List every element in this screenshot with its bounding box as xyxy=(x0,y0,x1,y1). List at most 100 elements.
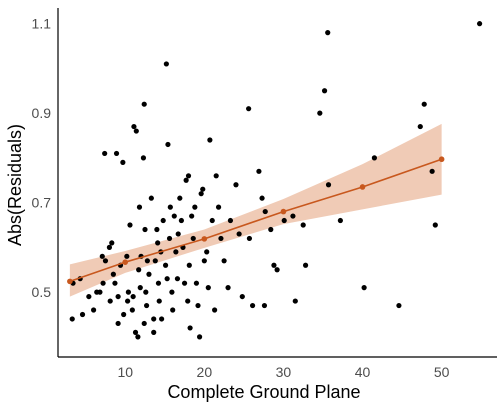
scatter-point xyxy=(125,289,131,295)
scatter-point xyxy=(115,293,121,300)
scatter-point xyxy=(300,222,306,228)
scatter-point xyxy=(225,285,231,291)
scatter-point xyxy=(321,88,328,94)
scatter-point xyxy=(166,235,173,242)
scatter-point xyxy=(196,334,203,340)
scatter-point xyxy=(113,150,120,157)
scatter-point xyxy=(249,302,256,309)
scatter-point xyxy=(79,311,86,318)
scatter-point xyxy=(102,258,109,264)
scatter-point xyxy=(156,298,162,304)
fit-point xyxy=(67,278,73,285)
scatter-point xyxy=(233,182,239,188)
scatter-point xyxy=(302,262,309,268)
scatter-point xyxy=(417,123,423,130)
scatter-point xyxy=(187,325,193,331)
scatter-point xyxy=(200,186,206,192)
scatter-point xyxy=(148,195,154,201)
scatter-point xyxy=(135,334,141,340)
scatter-point xyxy=(177,195,183,201)
x-axis-ticks: 10 20 30 40 50 xyxy=(117,364,449,380)
scatter-point xyxy=(325,182,332,188)
fit-point xyxy=(438,156,445,163)
scatter-point xyxy=(136,204,143,210)
scatter-point xyxy=(429,168,435,174)
scatter-point xyxy=(86,293,92,300)
scatter-point xyxy=(325,30,331,36)
scatter-point xyxy=(190,235,196,242)
x-tick-label: 30 xyxy=(276,364,292,380)
scatter-point xyxy=(204,249,210,255)
scatter-point xyxy=(140,155,147,161)
scatter-point xyxy=(132,329,139,335)
x-tick-label: 40 xyxy=(355,364,371,380)
confidence-band xyxy=(69,123,442,297)
scatter-point xyxy=(175,231,181,237)
scatter-point xyxy=(317,110,323,116)
scatter-point xyxy=(90,307,97,313)
scatter-point xyxy=(209,217,215,224)
scatter-point xyxy=(227,217,234,224)
scatter-point xyxy=(246,235,253,242)
scatter-point xyxy=(97,289,103,295)
scatter-point xyxy=(268,226,274,233)
y-axis-ticks: 0.5 0.7 0.9 1.1 xyxy=(32,16,52,300)
scatter-point xyxy=(195,302,201,309)
scatter-point xyxy=(281,217,287,224)
scatter-point xyxy=(112,280,118,286)
scatter-point xyxy=(274,267,280,273)
scatter-point xyxy=(154,226,160,233)
scatter-point xyxy=(137,285,143,291)
scatter-point xyxy=(236,231,242,237)
scatter-point xyxy=(371,155,377,161)
scatter-point xyxy=(218,235,224,242)
scatter-point xyxy=(396,302,402,309)
scatter-point xyxy=(151,316,157,322)
scatter-point xyxy=(259,195,265,201)
scatter-point xyxy=(142,226,148,233)
scatter-point xyxy=(110,271,116,277)
scatter-point xyxy=(125,298,131,304)
scatter-point xyxy=(173,249,179,255)
y-tick-label: 0.9 xyxy=(32,105,52,121)
scatter-point xyxy=(102,150,108,157)
scatter-point xyxy=(290,213,296,219)
scatter-point xyxy=(256,168,262,174)
scatter-point xyxy=(261,302,268,309)
scatter-point xyxy=(115,320,121,327)
x-axis-title: Complete Ground Plane xyxy=(167,382,360,402)
scatter-point xyxy=(262,208,268,215)
scatter-point xyxy=(198,191,204,197)
scatter-point xyxy=(69,316,75,322)
scatter-point xyxy=(167,204,173,210)
fit-point xyxy=(359,184,366,190)
scatter-point xyxy=(160,217,166,224)
scatter-point xyxy=(107,298,113,304)
scatter-point xyxy=(159,316,165,322)
scatter-point xyxy=(146,271,152,277)
scatter-point xyxy=(164,276,170,282)
scatter-point xyxy=(185,298,191,304)
scatter-point xyxy=(213,173,219,179)
scatter-point xyxy=(152,258,158,264)
y-axis-title: Abs(Residuals) xyxy=(5,124,25,246)
scatter-point xyxy=(99,253,105,259)
y-tick-label: 0.5 xyxy=(32,284,52,300)
scatter-point xyxy=(165,141,171,148)
scatter-point xyxy=(151,329,157,335)
scatter-point xyxy=(201,258,207,264)
scatter-point xyxy=(337,217,343,224)
scatter-point xyxy=(136,267,142,273)
scatter-point xyxy=(170,307,176,313)
scatter-point xyxy=(141,320,147,327)
scatter-point xyxy=(131,123,137,130)
y-tick-label: 1.1 xyxy=(32,16,52,32)
scatter-point xyxy=(133,128,139,134)
fit-point xyxy=(280,208,287,215)
scatter-point xyxy=(144,258,150,264)
scatter-point xyxy=(100,280,106,286)
scatter-point xyxy=(246,106,252,112)
scatter-point xyxy=(120,159,126,165)
plot-area xyxy=(67,21,483,340)
